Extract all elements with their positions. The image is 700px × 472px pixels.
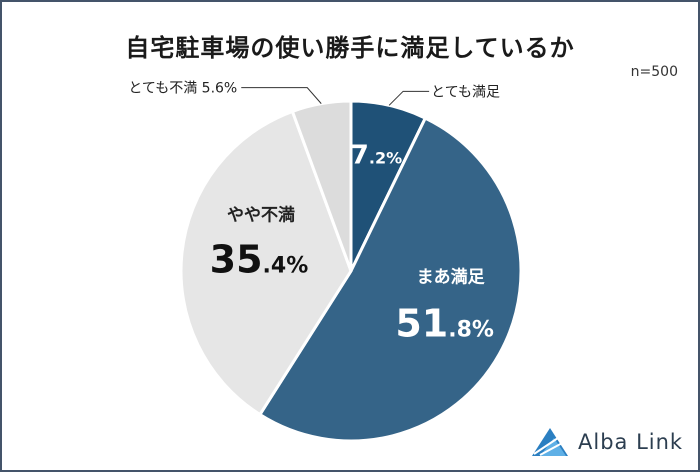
alba-link-logo-icon (532, 428, 568, 456)
category-label-very-dissatisfied: とても不満 5.6% (128, 81, 237, 97)
value-label-very-satisfied: 7.2% (351, 141, 402, 171)
brand-name: Alba Link (578, 430, 684, 454)
sample-size-note: n=500 (630, 64, 678, 80)
category-label-somewhat-satisfied: まあ満足 (417, 267, 485, 288)
category-label-somewhat-dissatisfied: やや不満 (227, 204, 295, 225)
value-label-somewhat-satisfied: 51.8% (395, 302, 494, 346)
slice-somewhat-dissatisfied (179, 109, 353, 417)
category-label-very-satisfied: とても満足 (431, 84, 500, 100)
slice-somewhat-satisfied (257, 116, 523, 443)
value-label-somewhat-dissatisfied: 35.4% (210, 237, 309, 281)
slice-very-dissatisfied (290, 99, 353, 272)
chart-title: 自宅駐車場の使い勝手に満足しているか (125, 34, 575, 62)
leader-line-very-satisfied (388, 90, 430, 106)
leader-line-very-dissatisfied (241, 87, 322, 104)
